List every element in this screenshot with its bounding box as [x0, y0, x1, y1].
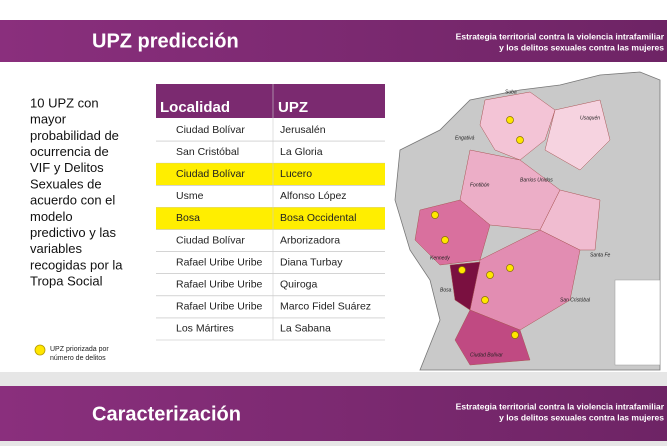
- cell: Bosa: [176, 212, 200, 224]
- cell: Marco Fidel Suárez: [280, 301, 371, 313]
- cell: Rafael Uribe Uribe: [176, 301, 263, 313]
- cell: Arborizadora: [280, 234, 340, 246]
- map-dot: [481, 296, 489, 304]
- map-label: Fontibón: [470, 182, 490, 188]
- map-dot: [506, 264, 514, 272]
- subtitle: y los delitos sexuales contra las mujere…: [499, 42, 664, 52]
- cell: Lucero: [280, 168, 312, 180]
- description-line: 10 UPZ con: [30, 95, 99, 110]
- map-dot: [431, 211, 439, 219]
- description-line: variables: [30, 241, 83, 256]
- description-line: recogidas por la: [30, 257, 123, 272]
- map-dot: [511, 331, 519, 339]
- map-zone: [539, 189, 601, 251]
- legend-text: UPZ priorizada por: [50, 346, 109, 353]
- map-legend: [614, 279, 661, 366]
- slide-title: UPZ predicción: [92, 30, 239, 52]
- cell: Ciudad Bolívar: [176, 124, 245, 136]
- cell: Alfonso López: [280, 190, 347, 202]
- map-zone: [454, 309, 531, 366]
- description-line: modelo: [30, 209, 73, 224]
- column-header: UPZ: [278, 99, 308, 116]
- map-label: Suba: [505, 89, 517, 95]
- highlight: [156, 163, 385, 186]
- description-line: acuerdo con el: [30, 193, 115, 208]
- description-line: ocurrencia de: [30, 144, 109, 159]
- map-label: San Cristóbal: [560, 297, 591, 303]
- map-dot: [516, 136, 524, 144]
- map-label: Santa Fe: [590, 252, 611, 258]
- description-line: mayor: [30, 112, 67, 127]
- cell: Quiroga: [280, 279, 318, 291]
- subtitle: Estrategia territorial contra la violenc…: [456, 31, 665, 41]
- map-zone: [479, 91, 556, 161]
- table: Localidad UPZ Ciudad Bolívar Jerusalén San C…: [156, 84, 385, 341]
- header-bar: [0, 20, 667, 62]
- highlight: [156, 207, 385, 230]
- map-dot: [506, 116, 514, 124]
- legend-text: número de delitos: [50, 355, 106, 362]
- map-dot: [486, 271, 494, 279]
- cell: Ciudad Bolívar: [176, 168, 245, 180]
- cell: Ciudad Bolívar: [176, 234, 245, 246]
- map-label: Usaquén: [580, 115, 600, 121]
- map-zone: [544, 99, 611, 171]
- cell: San Cristóbal: [176, 146, 239, 158]
- cell: Jerusalén: [280, 124, 326, 136]
- cell: Usme: [176, 190, 204, 202]
- cell: La Gloria: [280, 146, 323, 158]
- next-header-bar: [0, 386, 667, 441]
- description-line: Sexuales de: [30, 176, 102, 191]
- map: Suba Usaquén Engativá Kennedy Bosa Santa Fe Sa…: [394, 71, 661, 371]
- map-label: Engativá: [455, 135, 475, 141]
- slide-title: Caracterización: [92, 403, 241, 425]
- cell: Rafael Uribe Uribe: [176, 279, 263, 291]
- cell: Los Mártires: [176, 323, 234, 335]
- table-header: [156, 84, 385, 118]
- subtitle: Estrategia territorial contra la violenc…: [456, 401, 665, 411]
- column-header: Localidad: [160, 99, 230, 116]
- subtitle: y los delitos sexuales contra las mujere…: [499, 412, 664, 422]
- map-label: Ciudad Bolívar: [470, 352, 503, 358]
- map-label: Kennedy: [430, 255, 450, 261]
- map-label: Barrios Unidos: [520, 177, 553, 183]
- cell: Diana Turbay: [280, 256, 343, 268]
- map-dot: [441, 236, 449, 244]
- cell: Bosa Occidental: [280, 212, 356, 224]
- map-dot: [458, 266, 466, 274]
- description-line: probabilidad de: [30, 128, 119, 143]
- description-line: VIF y Delitos: [30, 160, 104, 175]
- description-line: predictivo y las: [30, 225, 116, 240]
- legend-dot: [34, 344, 46, 356]
- cell: La Sabana: [280, 323, 331, 335]
- map-label: Bosa: [440, 287, 452, 293]
- cell: Rafael Uribe Uribe: [176, 256, 263, 268]
- description-line: Tropa Social: [30, 274, 103, 289]
